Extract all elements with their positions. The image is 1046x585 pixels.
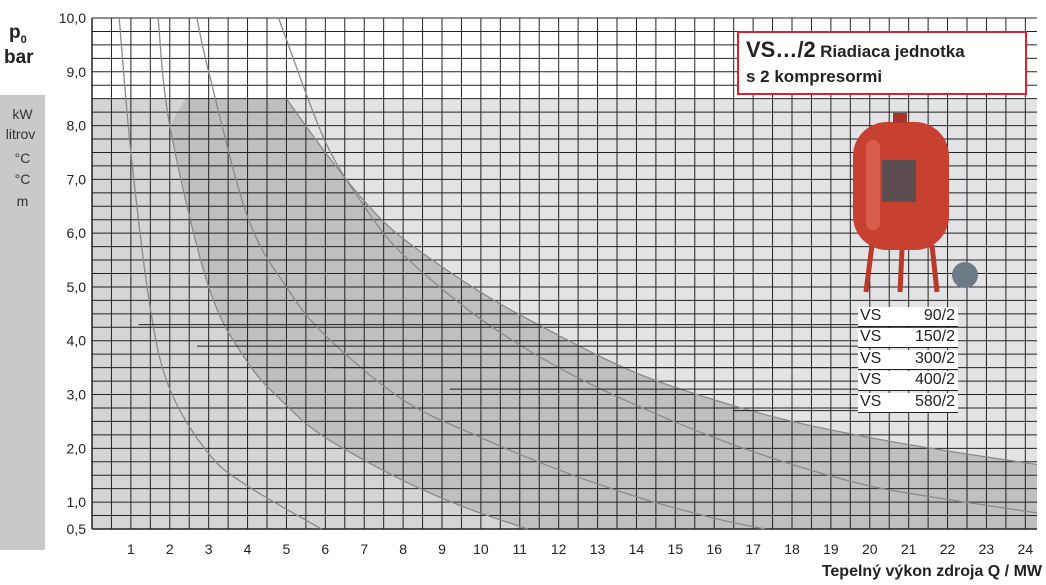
series-label-code: 580/2 xyxy=(914,393,955,410)
x-tick-label: 15 xyxy=(668,541,684,557)
x-tick-label: 10 xyxy=(473,541,489,557)
series-label-prefix: VS xyxy=(860,307,882,324)
x-tick-label: 12 xyxy=(551,541,567,557)
x-tick-label: 19 xyxy=(823,541,839,557)
x-tick-label: 3 xyxy=(205,541,213,557)
y-tick-label: 5,0 xyxy=(67,279,87,295)
y-tick-label: 2,0 xyxy=(67,440,87,456)
series-curve-2 xyxy=(157,17,528,530)
x-tick-label: 1 xyxy=(127,541,135,557)
y-axis-subscript: 0 xyxy=(20,33,27,46)
side-unit-liters: litrov xyxy=(5,126,36,142)
y-tick-label: 6,0 xyxy=(67,225,87,241)
x-tick-label: 24 xyxy=(1018,541,1034,557)
series-curve-3 xyxy=(196,17,765,530)
tank-control-box xyxy=(882,160,916,202)
y-axis-unit: bar xyxy=(4,47,34,68)
y-tick-label: 10,0 xyxy=(59,10,86,26)
expansion-tank-image xyxy=(853,113,978,293)
y-axis-title: p0 xyxy=(9,22,27,46)
x-tick-label: 14 xyxy=(629,541,645,557)
y-tick-label: 1,0 xyxy=(67,494,87,510)
x-tick-label: 9 xyxy=(438,541,446,557)
y-tick-label: 4,0 xyxy=(67,333,87,349)
y-axis-symbol: p xyxy=(9,22,21,43)
series-label-code: 90/2 xyxy=(923,307,955,324)
x-tick-label: 18 xyxy=(784,541,800,557)
x-tick-label: 8 xyxy=(399,541,407,557)
x-tick-label: 21 xyxy=(901,541,917,557)
series-curve-1 xyxy=(118,17,322,530)
x-axis-label: Tepelný výkon zdroja Q / MW xyxy=(821,563,1042,580)
tank-leg-mid xyxy=(897,249,905,293)
tank-leg-right xyxy=(929,244,940,293)
side-unit-celsius-2: °C xyxy=(14,171,31,187)
tank-highlight xyxy=(866,140,880,230)
series-label-code: 400/2 xyxy=(914,371,955,388)
x-tick-label: 6 xyxy=(321,541,329,557)
tank-leg-left xyxy=(863,244,875,293)
y-tick-label: 7,0 xyxy=(67,171,87,187)
tank-cap xyxy=(893,113,907,123)
x-tick-label: 2 xyxy=(166,541,174,557)
x-tick-label: 5 xyxy=(283,541,291,557)
x-tick-label: 11 xyxy=(513,541,528,557)
side-unit-kw: kW xyxy=(12,106,33,122)
x-tick-label: 4 xyxy=(244,541,252,557)
series-label-prefix: VS xyxy=(860,393,882,410)
product-callout: VS…/2 Riadiaca jednotka s 2 kompresormi xyxy=(737,31,1027,95)
series-label-prefix: VS xyxy=(860,350,882,367)
callout-model: VS…/2 xyxy=(746,37,816,62)
series-label: VS 400/2 xyxy=(858,371,958,391)
series-label: VS 300/2 xyxy=(858,350,958,370)
x-tick-label: 13 xyxy=(590,541,606,557)
callout-title: VS…/2 Riadiaca jednotka xyxy=(746,37,965,63)
series-label: VS 580/2 xyxy=(858,393,958,413)
callout-line2: s 2 kompresormi xyxy=(746,67,883,86)
side-unit-meters: m xyxy=(16,193,29,209)
series-label-code: 300/2 xyxy=(914,350,955,367)
x-tick-label: 7 xyxy=(360,541,368,557)
series-label-prefix: VS xyxy=(860,371,882,388)
x-tick-label: 17 xyxy=(745,541,761,557)
series-label: VS 150/2 xyxy=(858,328,958,348)
x-tick-label: 16 xyxy=(706,541,722,557)
side-panel xyxy=(0,95,45,550)
compressor-ball xyxy=(952,262,978,288)
series-label-prefix: VS xyxy=(860,328,882,345)
y-tick-label: 9,0 xyxy=(67,64,87,80)
y-tick-label: 8,0 xyxy=(67,118,87,134)
series-label-code: 150/2 xyxy=(914,328,955,345)
side-unit-celsius-1: °C xyxy=(14,150,31,166)
series-curve-5 xyxy=(285,98,1038,466)
x-tick-label: 22 xyxy=(940,541,956,557)
x-tick-label: 23 xyxy=(979,541,995,557)
y-tick-label: 0,5 xyxy=(67,521,87,537)
series-label: VS 90/2 xyxy=(858,307,958,327)
y-tick-label: 3,0 xyxy=(67,387,87,403)
callout-subtitle: Riadiaca jednotka xyxy=(820,42,965,61)
x-tick-label: 20 xyxy=(862,541,878,557)
